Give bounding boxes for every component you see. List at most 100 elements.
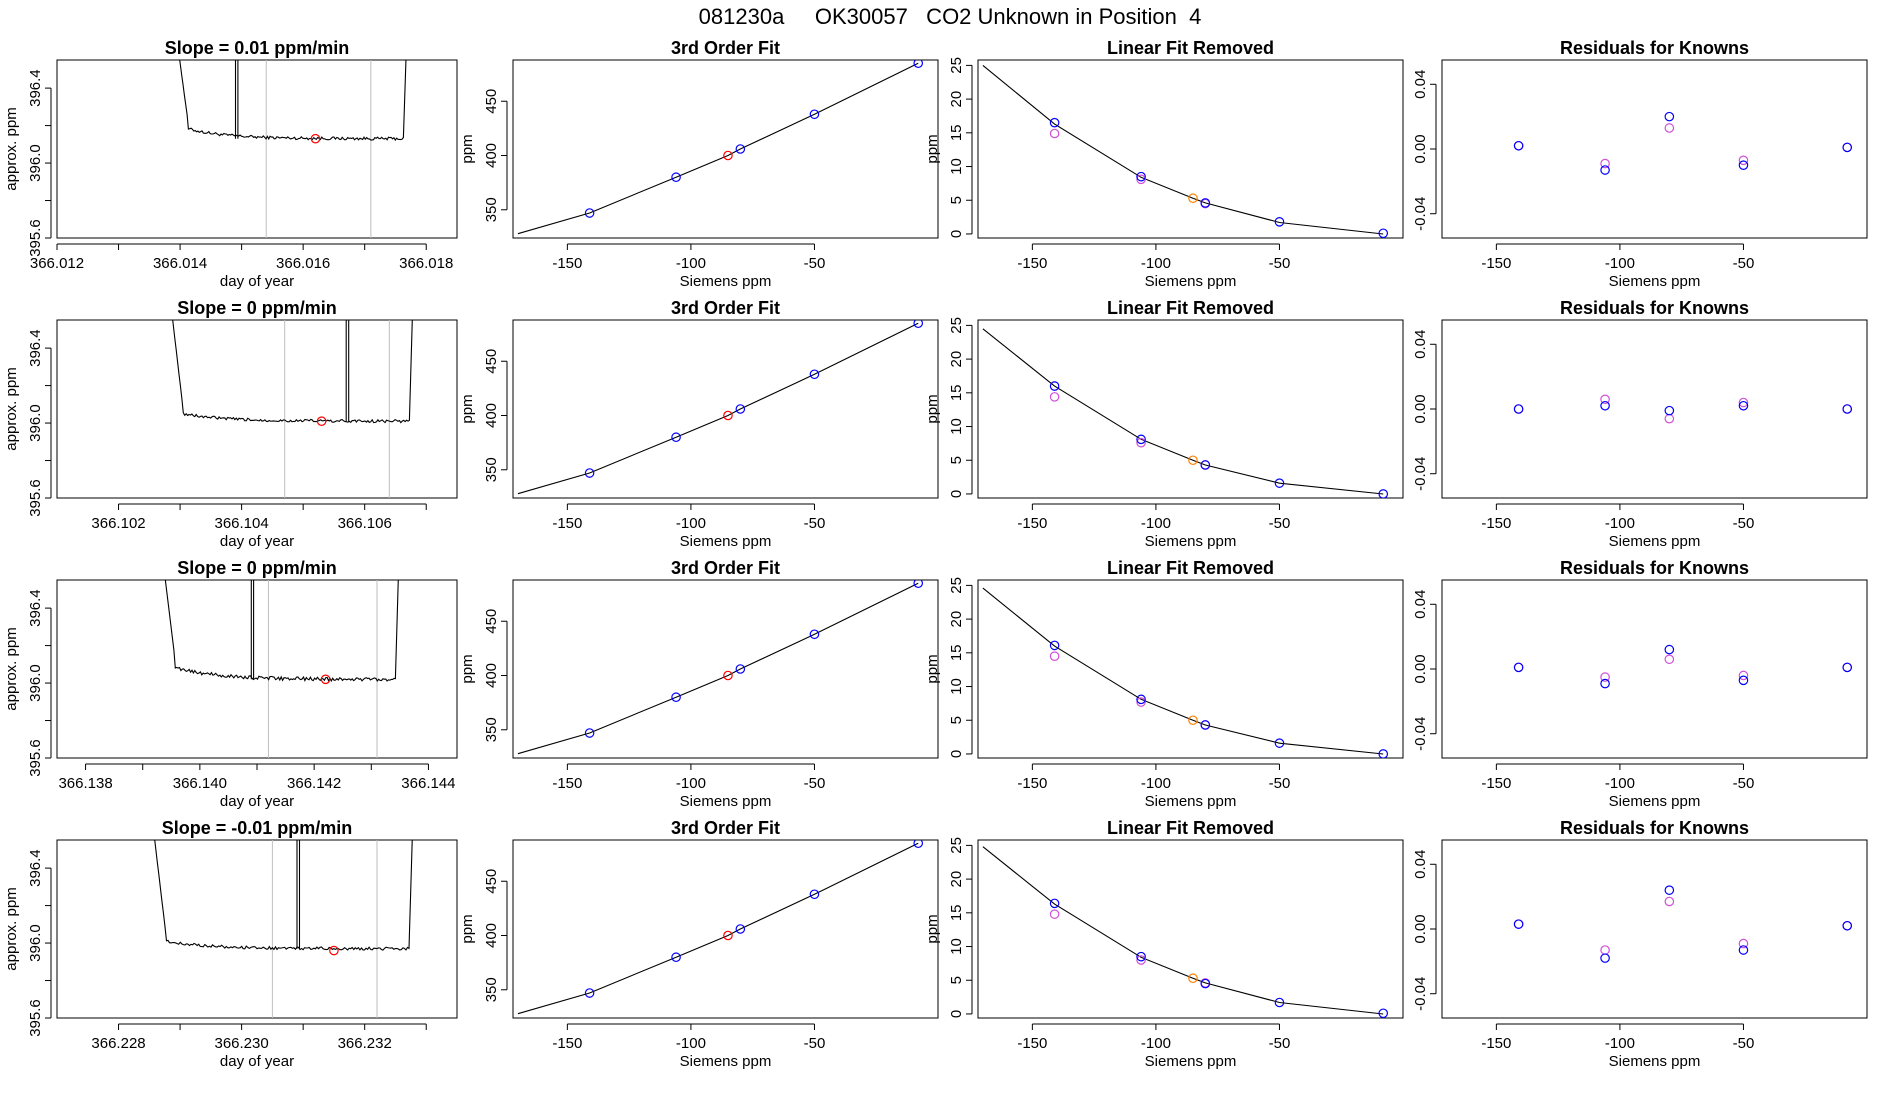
y-tick-label: -0.04	[1412, 457, 1429, 491]
y-tick-label: 395.6	[27, 479, 44, 517]
x-tick-label: 366.138	[58, 775, 112, 792]
known-point	[584, 988, 595, 998]
known-point	[735, 144, 746, 154]
plot-area	[517, 580, 924, 755]
y-tick-label: 0	[948, 490, 965, 498]
known-point	[1049, 898, 1060, 909]
y-tick-label: 350	[483, 717, 500, 742]
known-point-alt	[1049, 909, 1060, 919]
y-tick-label: 395.6	[27, 999, 44, 1037]
x-axis-label: Siemens ppm	[1609, 273, 1701, 290]
x-tick-label: 366.104	[214, 515, 268, 532]
panel-title: Residuals for Knowns	[1560, 298, 1749, 318]
x-tick-label: -100	[1605, 255, 1635, 272]
known-point	[1842, 920, 1853, 931]
y-tick-label: 20	[948, 351, 965, 368]
x-tick-label: -50	[804, 255, 826, 272]
y-axis-label: ppm	[459, 654, 476, 683]
fit-curve	[982, 846, 1384, 1015]
x-tick-label: -100	[1141, 775, 1171, 792]
known-point	[1513, 919, 1524, 929]
y-tick-label: 10	[948, 418, 965, 435]
known-point-alt	[1664, 896, 1675, 907]
panel-title: Linear Fit Removed	[1107, 38, 1274, 58]
unknown-marker	[310, 133, 321, 144]
x-tick-label: -50	[1733, 775, 1755, 792]
y-axis-label: ppm	[459, 914, 476, 943]
ppm-trace	[164, 580, 399, 683]
known-point	[671, 692, 681, 703]
known-point	[1200, 978, 1211, 989]
ppm-trace	[154, 840, 413, 951]
unknown-point	[1188, 193, 1198, 204]
plot-frame	[977, 839, 1404, 1019]
y-tick-label: 396.0	[27, 924, 44, 962]
known-point	[735, 924, 746, 934]
known-point	[1600, 400, 1610, 411]
known-point-alt	[1600, 394, 1610, 405]
x-tick-label: 366.016	[276, 255, 330, 272]
x-tick-label: 366.102	[91, 515, 145, 532]
x-tick-label: -150	[1017, 1035, 1047, 1052]
known-point-alt	[1664, 654, 1675, 665]
known-point	[671, 432, 681, 443]
plot-frame	[1441, 839, 1868, 1019]
plot-area	[982, 64, 1389, 238]
x-tick-label: -150	[1017, 515, 1047, 532]
known-point	[671, 172, 681, 183]
x-axis-label: Siemens ppm	[1145, 273, 1237, 290]
y-axis-label: ppm	[459, 134, 476, 163]
unknown-point	[1188, 715, 1198, 726]
plot-area	[1513, 111, 1853, 175]
plot-area	[517, 60, 924, 235]
y-tick-label: 396.4	[27, 849, 44, 887]
plot-area	[164, 580, 399, 758]
x-tick-label: -150	[1481, 775, 1511, 792]
y-axis-label: approx. ppm	[3, 107, 20, 190]
x-tick-label: -50	[1269, 775, 1291, 792]
known-point	[584, 728, 595, 738]
x-tick-label: 366.142	[287, 775, 341, 792]
fit-curve	[982, 587, 1384, 755]
fit-curve	[517, 322, 919, 495]
known-point	[1378, 749, 1389, 758]
x-tick-label: -100	[1141, 515, 1171, 532]
y-tick-label: 25	[948, 837, 965, 854]
x-tick-label: -100	[1605, 515, 1635, 532]
x-tick-label: 366.228	[91, 1035, 145, 1052]
unknown-point	[1188, 973, 1198, 984]
y-axis-label: ppm	[924, 914, 941, 943]
known-point	[1738, 400, 1749, 411]
y-tick-label: 10	[948, 938, 965, 955]
panel-linfit-row-4: Linear Fit Removed -150 -100 -50 Siemens ppm…	[924, 818, 1404, 1070]
known-point	[1136, 434, 1146, 445]
known-point	[1274, 997, 1285, 1008]
y-tick-label: 15	[948, 644, 965, 661]
panel-title: Slope = 0 ppm/min	[177, 558, 337, 578]
known-point-alt	[1136, 697, 1146, 707]
x-tick-label: -150	[1017, 255, 1047, 272]
x-tick-label: -150	[552, 1035, 582, 1052]
known-point	[1842, 142, 1853, 153]
x-tick-label: -150	[552, 775, 582, 792]
y-tick-label: 15	[948, 384, 965, 401]
plot-frame	[512, 839, 939, 1019]
plot-frame	[56, 839, 458, 1019]
y-axis-label: ppm	[924, 134, 941, 163]
plot-frame	[1441, 319, 1868, 499]
y-tick-label: 20	[948, 91, 965, 108]
x-axis-label: Siemens ppm	[1145, 1053, 1237, 1070]
y-tick-label: 400	[483, 143, 500, 168]
y-tick-label: 450	[483, 609, 500, 634]
known-point	[735, 664, 746, 674]
known-point-alt	[1049, 128, 1060, 139]
y-tick-label: 395.6	[27, 219, 44, 257]
plot-area	[517, 320, 924, 495]
panel-title: Residuals for Knowns	[1560, 818, 1749, 838]
plot-area	[982, 587, 1389, 758]
x-tick-label: -150	[552, 515, 582, 532]
y-tick-label: 396.4	[27, 589, 44, 627]
spike-trace	[345, 320, 350, 422]
y-tick-label: 0	[948, 230, 965, 238]
